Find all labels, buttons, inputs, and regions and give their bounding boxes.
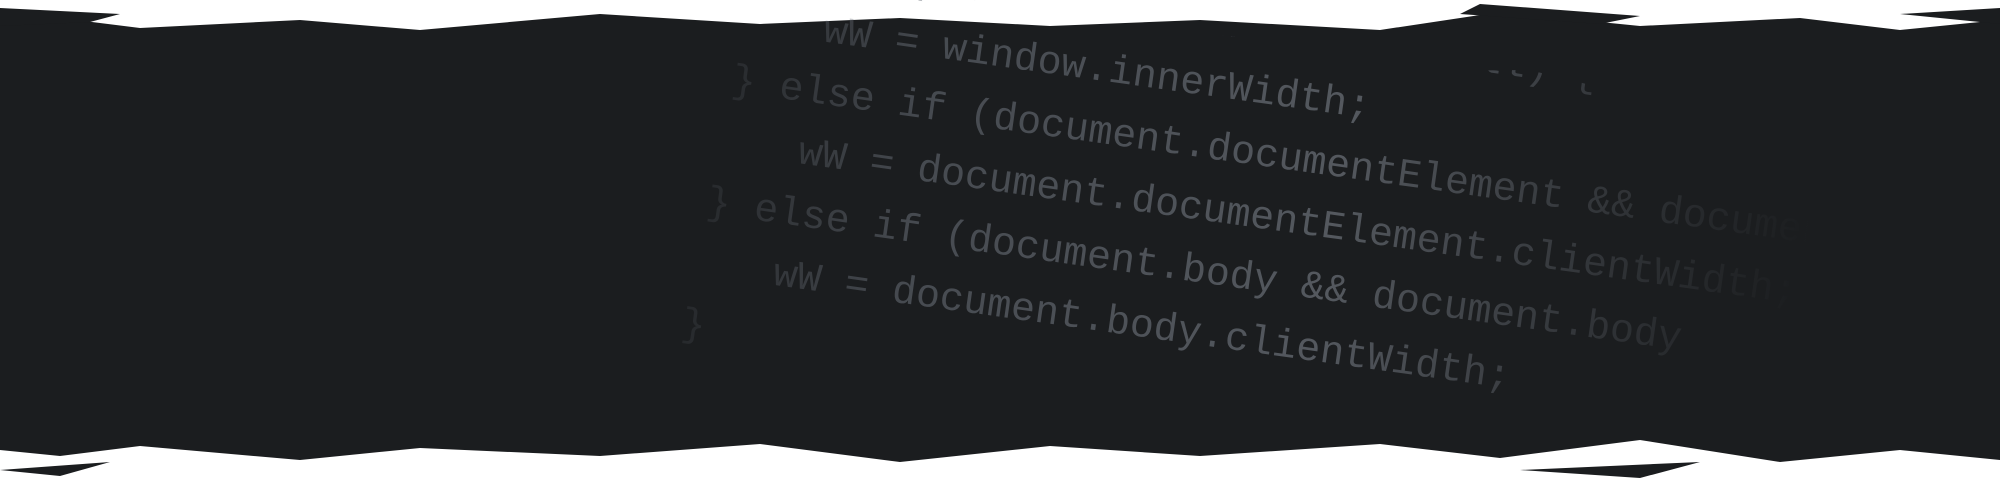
brush-edges [0,4,2000,478]
brush-stroke [0,12,2000,462]
